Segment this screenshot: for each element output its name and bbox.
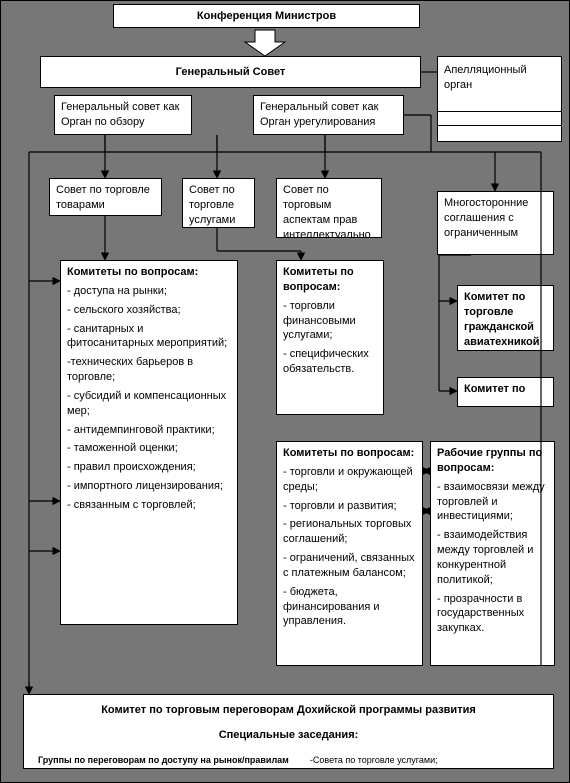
box-council-trips: Совет по торговым аспектам прав интеллек… (276, 178, 382, 238)
item: - доступа на рынки; (67, 284, 231, 299)
box-general-council: Генеральный Совет (40, 56, 421, 88)
item: - торговли и развития; (283, 499, 416, 514)
label: Совет по торговле товарами (56, 184, 150, 211)
item: - региональных торговых соглашений; (283, 517, 416, 547)
box-plurilateral: Многосторонние соглашения с ограниченным (437, 191, 554, 255)
item: - прозрачности в государственных закупка… (437, 592, 548, 637)
item: - бюджета, финансирования и управления. (283, 585, 416, 630)
line3b: -Совета по торговле услугами; (310, 755, 438, 765)
line2: Специальные заседания: (30, 728, 547, 743)
label: Апелляционный орган (444, 64, 527, 91)
box-council-goods: Совет по торговле товарами (49, 178, 162, 216)
item: - правил происхождения; (67, 460, 231, 475)
box-doha-committee: Комитет по торговым переговорам Дохийско… (23, 694, 554, 769)
item: - санитарных и фитосанитарных мероприяти… (67, 322, 231, 352)
box-committees-goods: Комитеты по вопросам: - доступа на рынки… (60, 260, 238, 625)
item: -технических барьеров в торговле; (67, 355, 231, 385)
item: - антидемпинговой практики; (67, 423, 231, 438)
box-committees-services: Комитеты по вопросам: - торговли финансо… (276, 260, 384, 415)
label: Генеральный совет как Орган по обзору (61, 101, 179, 128)
line1: Комитет по торговым переговорам Дохийско… (30, 703, 547, 718)
box-committees-general: Комитеты по вопросам: - торговли и окруж… (276, 441, 423, 666)
box-appellate: Апелляционный орган (437, 56, 562, 142)
item: - взаимосвязи между торговлей и инвестиц… (437, 480, 548, 525)
label: Конференция Министров (197, 9, 336, 24)
item: - торговли финансовыми услугами; (283, 299, 377, 344)
heading: Комитеты по вопросам: (283, 446, 416, 461)
label: Совет по торговле услугами (189, 184, 235, 226)
box-gc-dispute: Генеральный совет как Орган урегулирован… (253, 95, 404, 135)
box-council-services: Совет по торговле услугами (182, 178, 255, 228)
item: - сельского хозяйства; (67, 303, 231, 318)
box-gc-review: Генеральный совет как Орган по обзору (54, 95, 192, 135)
heading: Рабочие группы по вопросам: (437, 446, 548, 476)
label: Многосторонние соглашения с ограниченным (444, 197, 528, 239)
label: Совет по торговым аспектам прав интеллек… (283, 184, 371, 238)
item: - торговли и окружающей среды; (283, 465, 416, 495)
box-other-committee: Комитет по (457, 377, 554, 407)
diagram-canvas: Конференция Министров Генеральный Совет … (0, 0, 570, 783)
item: - ограничений, связанных с платежным бал… (283, 551, 416, 581)
label: Генеральный Совет (176, 66, 286, 78)
item: - импортного лицензирования; (67, 479, 231, 494)
box-conference-ministers: Конференция Министров (113, 4, 420, 28)
box-working-groups: Рабочие группы по вопросам: - взаимосвяз… (430, 441, 555, 666)
label: Генеральный совет как Орган урегулирован… (260, 101, 378, 128)
item: - специфических обязательств. (283, 347, 377, 377)
heading: Комитеты по вопросам: (67, 265, 231, 280)
box-aircraft-committee: Комитет по торговле гражданской авиатехн… (457, 285, 554, 351)
line3a: Группы по переговорам по доступу на рыно… (38, 755, 289, 765)
heading: Комитеты по вопросам: (283, 265, 377, 295)
label: Комитет по (464, 383, 525, 395)
item: - субсидий и компенсационных мер; (67, 389, 231, 419)
item: - связанным с торговлей; (67, 498, 231, 513)
item: - таможенной оценки; (67, 441, 231, 456)
label: Комитет по торговле гражданской авиатехн… (464, 291, 540, 348)
item: - взаимодействия между торговлей и конку… (437, 528, 548, 587)
